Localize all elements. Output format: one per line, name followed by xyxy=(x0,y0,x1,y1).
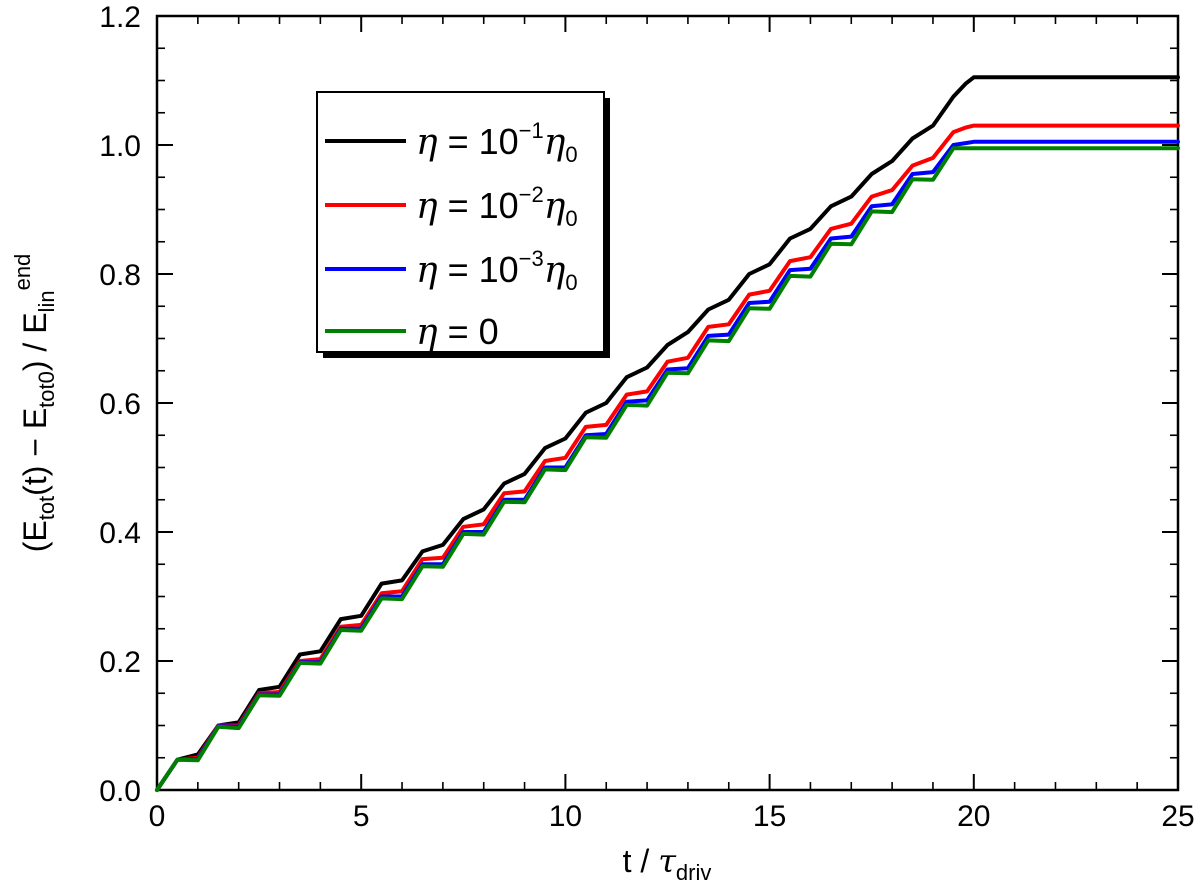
y-tick-label: 1.0 xyxy=(99,130,141,163)
legend-label: η = 10−2η0 xyxy=(416,182,578,231)
legend-box xyxy=(316,91,605,353)
y-tick-label: 0.2 xyxy=(99,646,141,679)
y-tick-label: 0.6 xyxy=(99,388,141,421)
plot-area xyxy=(155,14,1180,792)
series-lines xyxy=(155,75,1180,792)
y-tick-label: 0.8 xyxy=(99,259,141,292)
y-tick-label: 0.0 xyxy=(99,775,141,808)
legend-label: η = 10−1η0 xyxy=(416,118,578,167)
legend-sub: 0 xyxy=(565,206,577,231)
legend-eq: = 10 xyxy=(438,121,519,162)
y-axis-label-part: tot xyxy=(34,496,59,520)
legend-eta: η xyxy=(416,250,438,291)
x-axis-label: t / τdriv xyxy=(623,842,712,885)
legend-eta: η xyxy=(416,122,438,163)
legend-eq: = 10 xyxy=(438,249,519,290)
x-tick-label: 25 xyxy=(1161,800,1194,833)
legend-eta: η xyxy=(416,312,438,353)
plot-frame xyxy=(155,14,1180,792)
y-axis-label-part: lin xyxy=(34,290,59,312)
y-axis-label-part: tot0 xyxy=(34,371,59,408)
legend-exponent: −2 xyxy=(519,182,544,207)
legend-exponent: −3 xyxy=(519,246,544,271)
y-axis-label-part: ) / E xyxy=(17,312,53,371)
series-line xyxy=(155,139,1180,792)
x-axis-label-main: t / xyxy=(623,843,659,879)
y-axis-label-part: (E xyxy=(17,520,53,552)
x-axis-label-greek: τ xyxy=(658,842,677,880)
y-axis-label-part: end xyxy=(10,254,35,291)
x-tick-label: 15 xyxy=(753,800,786,833)
series-line xyxy=(155,123,1180,792)
x-axis-label-sub: driv xyxy=(676,860,711,885)
legend-sub: 0 xyxy=(565,142,577,167)
y-axis-label-part: (t) − E xyxy=(17,408,53,496)
legend-eta: η xyxy=(416,186,438,227)
y-axis-label: (Etot(t) − Etot0) / Elinend xyxy=(10,254,59,553)
legend-label: η = 10−3η0 xyxy=(416,246,578,295)
legend-eta0: η xyxy=(544,122,566,163)
y-tick-label: 0.4 xyxy=(99,517,141,550)
series-line xyxy=(155,146,1180,792)
legend-eta0: η xyxy=(544,250,566,291)
legend-eq: = 0 xyxy=(438,311,499,352)
axis-ticks: 0 5 10 15 20 25 0.0 0.2 0.4 0.6 0.8 1.0 1.2 xyxy=(99,1,1194,833)
legend-eta0: η xyxy=(544,186,566,227)
x-tick-label: 5 xyxy=(353,800,370,833)
legend-eq: = 10 xyxy=(438,185,519,226)
legend-label: η = 0 xyxy=(416,311,499,353)
legend-exponent: −1 xyxy=(519,118,544,143)
series-line xyxy=(155,75,1180,792)
x-tick-label: 20 xyxy=(957,800,990,833)
y-tick-label: 1.2 xyxy=(99,1,141,34)
x-tick-label: 0 xyxy=(149,800,166,833)
legend-sub: 0 xyxy=(565,270,577,295)
x-tick-label: 10 xyxy=(549,800,582,833)
